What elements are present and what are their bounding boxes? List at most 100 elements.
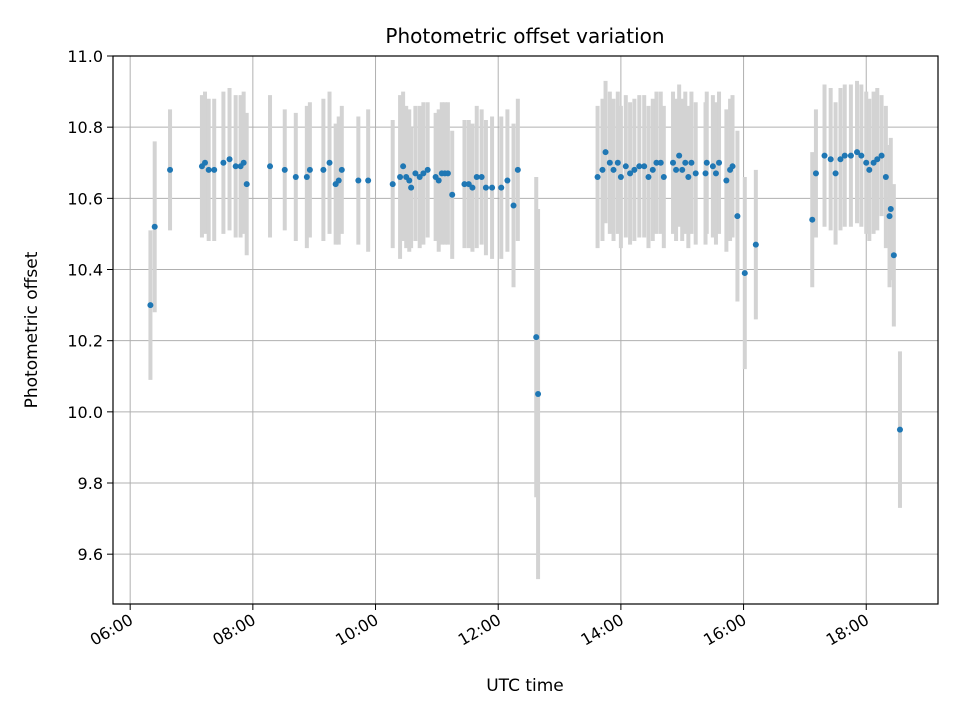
data-point — [723, 177, 730, 184]
data-point — [832, 170, 839, 177]
data-point — [243, 181, 250, 188]
y-tick-label: 9.8 — [78, 474, 103, 493]
data-point — [809, 216, 816, 223]
data-point — [858, 152, 865, 159]
data-point — [355, 177, 362, 184]
y-tick-label: 10.2 — [67, 332, 103, 351]
data-point — [449, 191, 456, 198]
data-point — [435, 177, 442, 184]
data-point — [692, 170, 699, 177]
data-point — [202, 159, 209, 166]
data-point — [602, 149, 609, 156]
data-point — [676, 152, 683, 159]
data-point — [641, 163, 648, 170]
data-point — [292, 173, 299, 180]
data-point — [498, 184, 505, 191]
data-points — [147, 149, 903, 433]
data-point — [660, 173, 667, 180]
data-point — [812, 170, 819, 177]
data-point — [400, 163, 407, 170]
data-point — [847, 152, 854, 159]
data-point — [712, 170, 719, 177]
data-point — [147, 302, 154, 309]
data-point — [205, 166, 212, 173]
y-tick-label: 9.6 — [78, 545, 103, 564]
data-point — [606, 159, 613, 166]
data-point — [896, 426, 903, 433]
data-point — [514, 166, 521, 173]
data-point — [320, 166, 327, 173]
data-point — [469, 184, 476, 191]
data-point — [599, 166, 606, 173]
data-point — [397, 173, 404, 180]
data-point — [688, 159, 695, 166]
y-tick-label: 10.0 — [67, 403, 103, 422]
data-point — [682, 159, 689, 166]
y-axis-title: Photometric offset — [22, 251, 42, 408]
data-point — [489, 184, 496, 191]
y-tick-label: 10.6 — [67, 189, 103, 208]
y-axis: 9.6 9.8 10.0 10.2 10.4 10.6 10.8 11.0 — [67, 47, 113, 564]
plot-frame — [112, 55, 939, 605]
data-point — [482, 184, 489, 191]
data-point — [716, 159, 723, 166]
data-point — [424, 166, 431, 173]
data-point — [866, 166, 873, 173]
data-point — [741, 270, 748, 277]
data-point — [338, 166, 345, 173]
data-point — [610, 166, 617, 173]
data-point — [709, 163, 716, 170]
data-point — [703, 159, 710, 166]
data-point — [167, 166, 174, 173]
data-point — [444, 170, 451, 177]
data-point — [594, 173, 601, 180]
y-tick-label: 11.0 — [67, 47, 103, 66]
data-point — [473, 173, 480, 180]
data-point — [653, 159, 660, 166]
data-point — [631, 166, 638, 173]
chart-title: Photometric offset variation — [385, 24, 664, 48]
data-point — [267, 163, 274, 170]
data-point — [878, 152, 885, 159]
data-point — [657, 159, 664, 166]
data-point — [854, 149, 861, 156]
data-point — [408, 184, 415, 191]
data-point — [614, 159, 621, 166]
data-point — [874, 156, 881, 163]
data-point — [685, 173, 692, 180]
data-point — [420, 170, 427, 177]
data-point — [306, 166, 313, 173]
data-point — [679, 166, 686, 173]
data-point — [636, 163, 643, 170]
data-point — [220, 159, 227, 166]
data-point — [232, 163, 239, 170]
data-point — [535, 391, 542, 398]
data-point — [335, 177, 342, 184]
data-point — [406, 177, 413, 184]
y-tick-label: 10.8 — [67, 118, 103, 137]
data-point — [882, 173, 889, 180]
data-point — [211, 166, 218, 173]
data-point — [649, 166, 656, 173]
data-point — [151, 223, 158, 230]
data-point — [729, 163, 736, 170]
data-point — [837, 156, 844, 163]
data-point — [226, 156, 233, 163]
data-point — [752, 241, 759, 248]
data-point — [240, 159, 247, 166]
data-point — [890, 252, 897, 259]
data-point — [734, 213, 741, 220]
data-point — [504, 177, 511, 184]
data-point — [673, 166, 680, 173]
data-point — [886, 213, 893, 220]
data-point — [617, 173, 624, 180]
data-point — [389, 181, 396, 188]
data-point — [622, 163, 629, 170]
data-point — [627, 170, 634, 177]
data-point — [863, 159, 870, 166]
data-point — [412, 170, 419, 177]
data-point — [670, 159, 677, 166]
data-point — [887, 206, 894, 213]
